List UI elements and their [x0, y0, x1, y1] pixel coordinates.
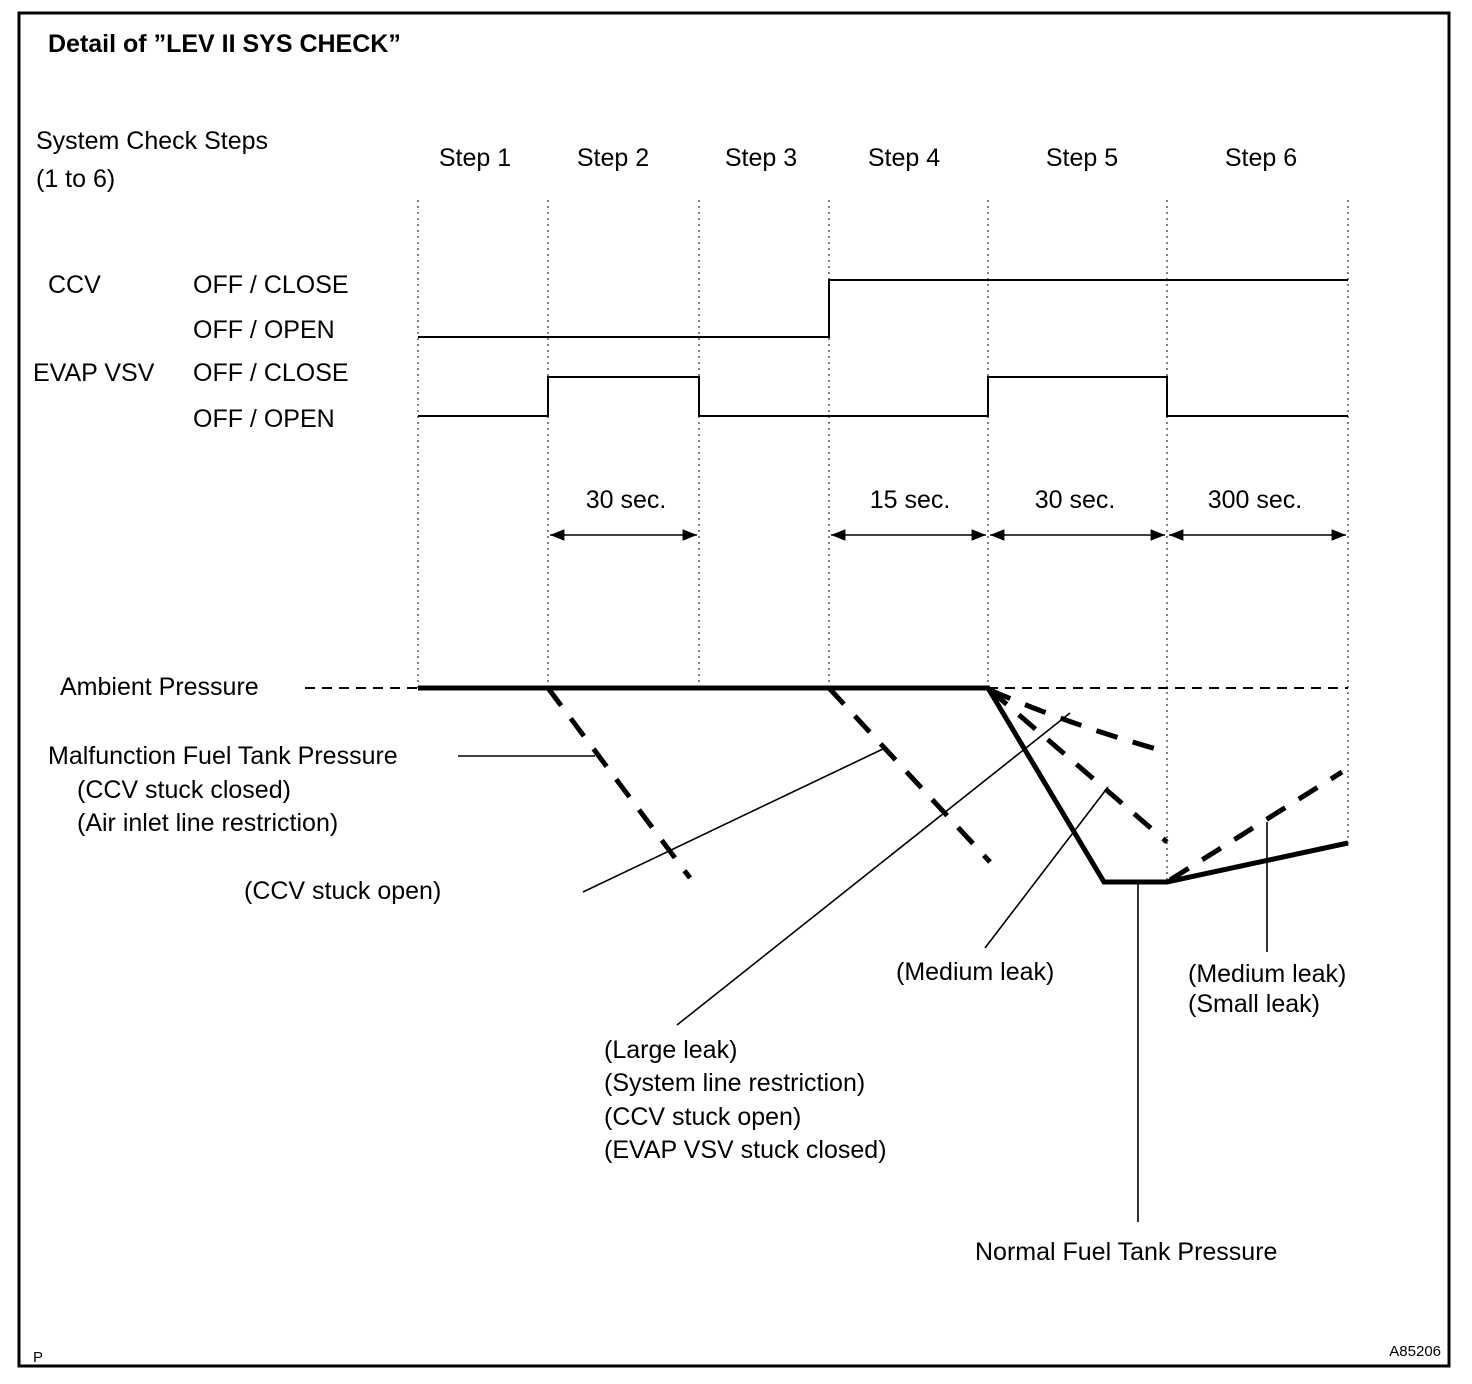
- step6-leak-2: (Small leak): [1188, 990, 1320, 1018]
- ccv-signal: [418, 279, 1348, 338]
- malfunction-cause-2: (Air inlet line restriction): [77, 809, 338, 837]
- evap-signal: [418, 376, 1348, 417]
- normal-pressure-curve: [418, 685, 1349, 885]
- large-leak-4: (EVAP VSV stuck closed): [604, 1136, 887, 1164]
- duration-step6: 300 sec.: [1208, 486, 1303, 514]
- malfunction-label: Malfunction Fuel Tank Pressure: [48, 742, 398, 770]
- normal-pressure-label: Normal Fuel Tank Pressure: [975, 1238, 1277, 1266]
- ccv-stuck-open-label: (CCV stuck open): [244, 877, 441, 905]
- duration-arrows: 30 sec. 15 sec. 30 sec. 300 sec.: [550, 486, 1346, 541]
- step-4: Step 4: [868, 144, 940, 172]
- large-leak-3: (CCV stuck open): [604, 1103, 801, 1131]
- step-2: Step 2: [577, 144, 649, 172]
- step-boundaries: [417, 200, 1349, 880]
- duration-step2: 30 sec.: [586, 486, 667, 514]
- frame: [17, 11, 1451, 1368]
- steps-label: System Check Steps: [36, 127, 268, 155]
- step-6: Step 6: [1225, 144, 1297, 172]
- malfunction-cause-1: (CCV stuck closed): [77, 776, 291, 804]
- ccv-low-label: OFF / OPEN: [193, 316, 335, 344]
- evap-low-label: OFF / OPEN: [193, 405, 335, 433]
- step-headers: Step 1 Step 2 Step 3 Step 4 Step 5 Step …: [439, 144, 1297, 172]
- step-5: Step 5: [1046, 144, 1118, 172]
- large-leak-2: (System line restriction): [604, 1069, 865, 1097]
- evap-high-label: OFF / CLOSE: [193, 359, 349, 387]
- ccv-label: CCV: [48, 271, 101, 299]
- evap-label: EVAP VSV: [33, 359, 155, 387]
- step-3: Step 3: [725, 144, 797, 172]
- medium-leak-label: (Medium leak): [896, 958, 1054, 986]
- ccv-high-label: OFF / CLOSE: [193, 271, 349, 299]
- duration-step4: 15 sec.: [870, 486, 951, 514]
- step6-leak-1: (Medium leak): [1188, 960, 1346, 988]
- leader-lines: [458, 712, 1268, 1222]
- diagram-title: Detail of ”LEV II SYS CHECK”: [48, 30, 401, 58]
- large-leak-1: (Large leak): [604, 1036, 737, 1064]
- figure-id: A85206: [1389, 1343, 1441, 1360]
- step-1: Step 1: [439, 144, 511, 172]
- malfunction-pressure-curves: [545, 686, 1344, 883]
- corner-mark: P: [33, 1349, 43, 1366]
- ambient-pressure-label: Ambient Pressure: [60, 673, 259, 701]
- steps-label-range: (1 to 6): [36, 165, 115, 193]
- duration-step5: 30 sec.: [1035, 486, 1116, 514]
